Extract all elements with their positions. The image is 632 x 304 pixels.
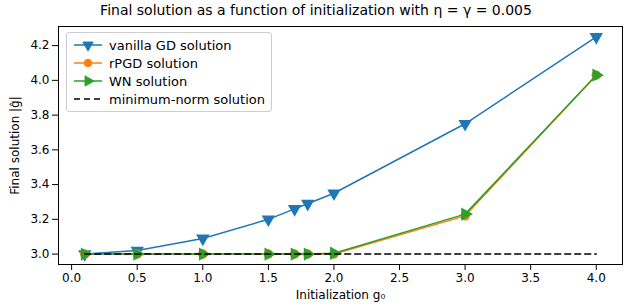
svg-text:3.6: 3.6	[30, 143, 49, 157]
html-text:vanilla GD solution: vanilla GD solution	[109, 37, 232, 53]
svg-text:1.5: 1.5	[259, 271, 278, 285]
svg-text:2.0: 2.0	[324, 271, 343, 285]
svg-text:3.4: 3.4	[30, 177, 49, 191]
svg-text:3.8: 3.8	[30, 108, 49, 122]
svg-text:3.5: 3.5	[521, 271, 540, 285]
svg-text:2.5: 2.5	[390, 271, 409, 285]
html-text:WN solution: WN solution	[109, 73, 188, 89]
svg-text:4.0: 4.0	[587, 271, 606, 285]
svg-text:Final solution |ĝ|: Final solution |ĝ|	[8, 96, 22, 195]
svg-text:4.0: 4.0	[30, 73, 49, 87]
svg-text:3.2: 3.2	[30, 212, 49, 226]
svg-text:0.5: 0.5	[128, 271, 147, 285]
svg-text:1.0: 1.0	[193, 271, 212, 285]
svg-text:0.0: 0.0	[62, 271, 81, 285]
html-text:rPGD solution: rPGD solution	[109, 55, 198, 71]
svg-text:3.0: 3.0	[30, 247, 49, 261]
html-text:Final solution as a function o: Final solution as a function of initiali…	[100, 2, 532, 18]
html-text:minimum-norm solution: minimum-norm solution	[109, 91, 265, 107]
svg-text:Initialization g₀: Initialization g₀	[296, 288, 386, 302]
svg-text:4.2: 4.2	[30, 38, 49, 52]
svg-text:3.0: 3.0	[456, 271, 475, 285]
